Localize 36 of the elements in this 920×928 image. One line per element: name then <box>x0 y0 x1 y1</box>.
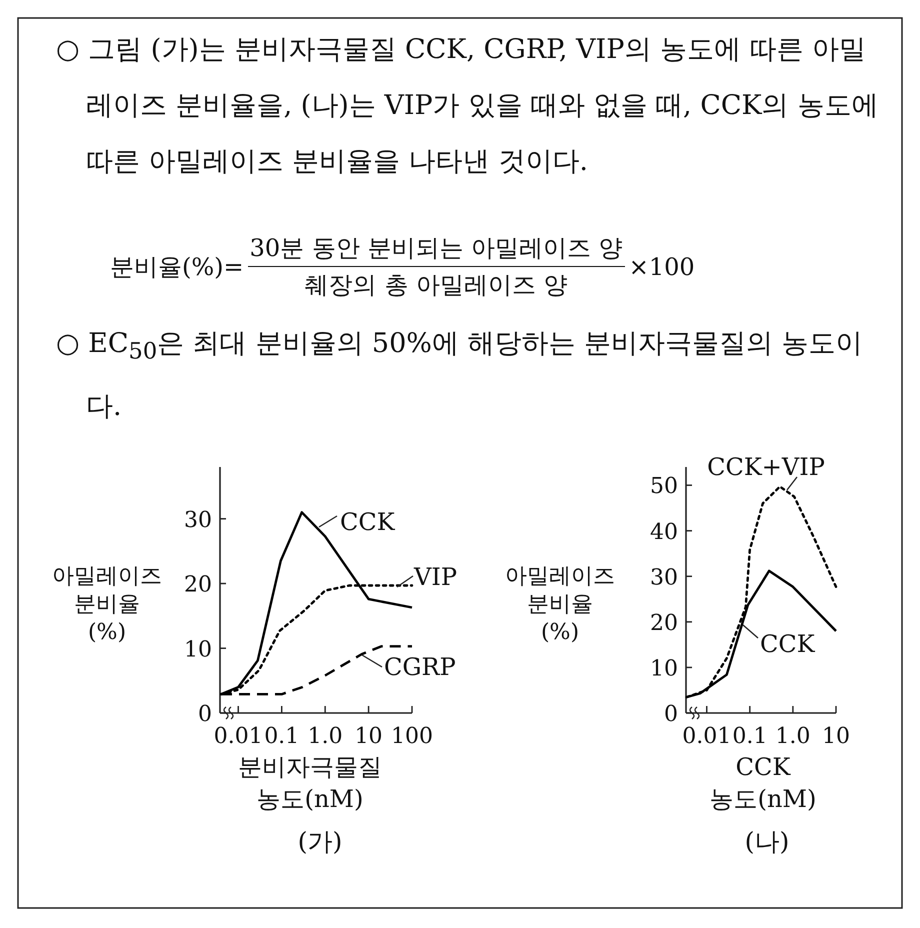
y-tick-label: 30 <box>184 508 212 533</box>
x-axis-title: CCK 농도(nM) <box>710 753 816 813</box>
y-tick-label: 50 <box>650 474 678 500</box>
y-tick-label: 0 <box>198 702 212 727</box>
y-tick-label: 10 <box>184 637 212 662</box>
y-tick-label: 20 <box>184 572 212 598</box>
text: 30분 동안 분비되는 아밀레이즈 양 <box>248 232 625 267</box>
text: ×100 <box>628 252 695 280</box>
y-tick-label: 10 <box>650 656 678 682</box>
x-tick-label: 1.0 <box>308 724 343 749</box>
y-axis-title: 아밀레이즈 분비율 (%) <box>52 564 162 645</box>
series-label: CCK+VIP <box>707 453 825 481</box>
text: (가) <box>298 827 342 856</box>
series-label: CCK <box>760 630 816 658</box>
x-tick-label: 1.0 <box>775 724 810 749</box>
y-tick-label: 20 <box>650 610 678 636</box>
series-label: VIP <box>413 563 457 591</box>
x-tick-label: 10 <box>354 724 383 749</box>
text: ○ 그림 (가)는 분비자극물질 CCK, CGRP, VIP의 농도에 따른 아밀레이즈 분비율을, (나)는 VIP가 있을 때와 없을 때, CCK의 농도에 따른 아밀레이즈 분비율을 나타낸 것이다. <box>56 33 880 179</box>
x-tick-label: 0.01 <box>214 724 263 749</box>
y-axis-title: 아밀레이즈 분비율 (%) <box>505 564 615 645</box>
x-tick-label: 10 <box>822 724 850 749</box>
x-tick-label: 0.01 <box>682 724 732 749</box>
x-axis-title: 분비자극물질 농도(nM) <box>238 753 382 813</box>
y-tick-label: 40 <box>650 520 678 545</box>
y-tick-label: 30 <box>650 565 678 590</box>
text: (나) <box>744 827 790 856</box>
x-tick-label: 0.1 <box>732 724 768 749</box>
text: 췌장의 총 아밀레이즈 양 <box>304 270 568 301</box>
text: 분비율(%)= <box>110 252 244 282</box>
y-tick-label: 0 <box>664 702 678 727</box>
text: ○ EC$_{50}$은 최대 분비율의 50%에 해당하는 분비자극물질의 농도이다. <box>56 328 863 422</box>
series-label: CCK <box>340 508 396 536</box>
series-label: CGRP <box>384 653 456 681</box>
x-tick-label: 0.1 <box>264 724 300 749</box>
x-tick-label: 100 <box>391 724 433 749</box>
